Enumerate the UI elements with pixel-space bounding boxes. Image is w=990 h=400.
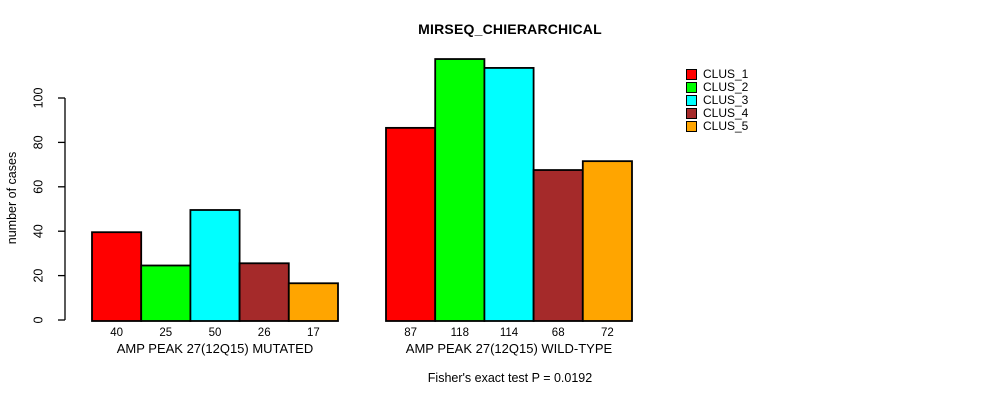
legend-swatch-icon: [686, 69, 697, 80]
bar-clus_4-group1: [238, 262, 290, 322]
y-tick-label: 20: [31, 269, 45, 283]
x-group-label: AMP PEAK 27(12Q15) MUTATED: [117, 341, 314, 356]
bar-value-label: 118: [451, 327, 469, 339]
bar-value-label: 40: [110, 327, 123, 339]
legend-label: CLUS_4: [703, 106, 749, 120]
y-tick-label: 60: [31, 180, 45, 194]
annotation-text: Fisher's exact test P = 0.0192: [427, 371, 593, 385]
y-tick-label: 40: [31, 224, 45, 238]
bar-value-label: 114: [500, 327, 519, 339]
legend-label: CLUS_2: [703, 80, 749, 94]
bar-clus_3-group2: [483, 67, 535, 322]
bar-value-label: 26: [258, 327, 271, 339]
bar-value-label: 17: [307, 327, 320, 339]
legend-item-clus_2: CLUS_2: [686, 81, 748, 94]
legend-item-clus_1: CLUS_1: [686, 68, 748, 81]
legend-label: CLUS_1: [703, 67, 749, 81]
bar-clus_3-group1: [189, 209, 241, 322]
legend: CLUS_1 CLUS_2 CLUS_3 CLUS_4 CLUS_5: [686, 68, 748, 133]
legend-label: CLUS_5: [703, 119, 749, 133]
y-tick-label: 100: [31, 88, 45, 109]
chart-title: MIRSEQ_CHIERARCHICAL: [418, 21, 602, 37]
bar-value-label: 72: [601, 327, 614, 339]
legend-swatch-icon: [686, 121, 697, 132]
legend-label: CLUS_3: [703, 93, 749, 107]
y-tick-label: 80: [31, 135, 45, 149]
bar-value-label: 25: [159, 327, 172, 339]
bar-clus_2-group2: [434, 58, 486, 322]
bar-value-label: 87: [404, 327, 417, 339]
legend-item-clus_3: CLUS_3: [686, 94, 748, 107]
x-group-label: AMP PEAK 27(12Q15) WILD-TYPE: [406, 341, 613, 356]
bar-clus_2-group1: [140, 264, 192, 322]
bar-value-label: 68: [552, 327, 565, 339]
bar-clus_5-group1: [287, 282, 339, 322]
legend-swatch-icon: [686, 82, 697, 93]
legend-swatch-icon: [686, 95, 697, 106]
legend-item-clus_4: CLUS_4: [686, 107, 748, 120]
bar-clus_1-group2: [385, 126, 437, 322]
bar-clus_5-group2: [581, 160, 633, 322]
bar-clus_4-group2: [532, 169, 584, 322]
bar-value-label: 50: [209, 327, 222, 339]
legend-swatch-icon: [686, 108, 697, 119]
legend-item-clus_5: CLUS_5: [686, 120, 748, 133]
y-tick-label: 0: [31, 316, 45, 323]
bar-clus_1-group1: [91, 231, 143, 322]
